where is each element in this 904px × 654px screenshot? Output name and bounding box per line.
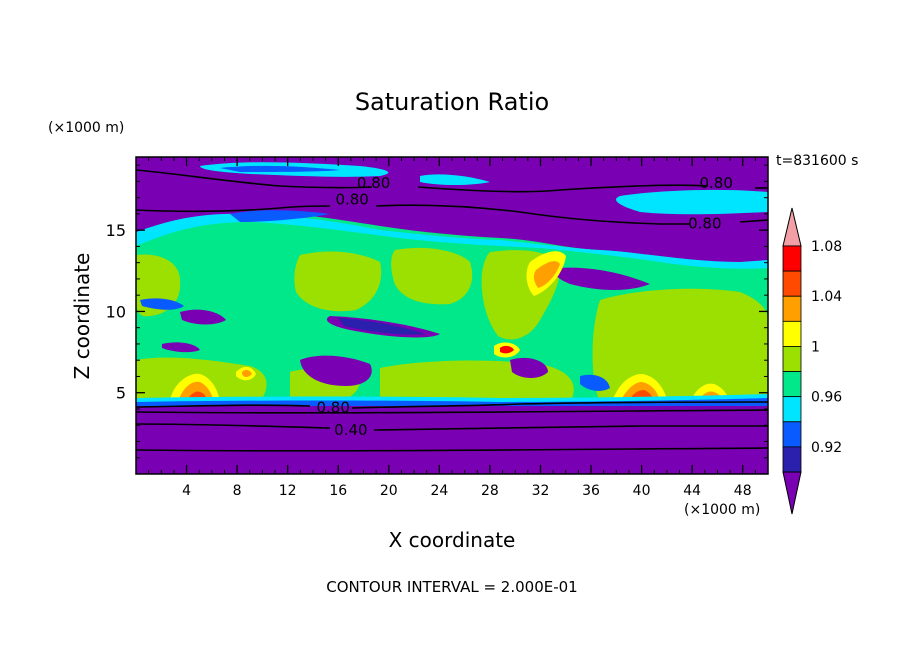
x-tick-label: 4 [182,483,191,499]
x-axis-label: X coordinate [388,528,516,552]
colorbar-segment [782,320,802,347]
contour-interval-label: CONTOUR INTERVAL = 2.000E-01 [326,578,578,596]
contour-label: 0.80 [699,174,732,192]
x-tick-label: 16 [329,483,347,499]
contour-label: 0.80 [316,398,349,416]
colorbar-tick-label: 0.96 [811,390,842,406]
x-axis: 4 8 12 16 20 24 28 32 36 40 44 48 [148,157,756,499]
contour-label: 0.40 [334,421,367,439]
contour-lines [135,169,769,452]
x-tick-label: 48 [734,483,752,499]
contour-label: 0.80 [688,215,721,233]
x-tick-label: 32 [532,483,550,499]
x-tick-label: 24 [430,483,448,499]
y-axis: 5 10 15 [106,164,768,459]
x-tick-label: 28 [481,483,499,499]
colorbar-segment [782,446,802,473]
colorbar-segment [782,396,802,423]
contour-labels: 0.800.800.800.800.800.40 [316,174,732,439]
x-axis-unit: (×1000 m) [684,502,761,518]
colorbar-segment [782,245,802,272]
y-tick-label: 15 [106,221,126,240]
x-tick-label: 12 [279,483,297,499]
colorbar-tick-label: 0.92 [811,440,842,456]
colorbar-segment [782,421,802,448]
time-label: t=831600 s [776,153,859,169]
colorbar-segment [782,371,802,398]
colorbar-tick-label: 1.08 [811,239,842,255]
colorbar-segment [782,295,802,322]
contour-label: 0.80 [335,190,368,208]
x-tick-label: 8 [233,483,242,499]
colorbar-segment [782,270,802,297]
colorbar: 0.92 0.96 1 1.04 1.08 [782,207,842,515]
colorbar-segment [782,346,802,372]
colorbar-tick-label: 1 [811,339,820,355]
y-axis-unit: (×1000 m) [48,120,125,136]
colorbar-min-arrow [782,471,802,515]
x-tick-label: 36 [582,483,600,499]
y-tick-label: 10 [106,302,126,321]
y-tick-label: 5 [116,384,126,403]
x-tick-label: 44 [683,483,701,499]
chart-title: Saturation Ratio [354,88,550,116]
colorbar-tick-label: 1.04 [811,289,842,305]
x-tick-label: 20 [380,483,398,499]
colorbar-max-arrow [782,207,802,247]
x-tick-label: 40 [633,483,651,499]
contour-label: 0.80 [357,174,390,192]
